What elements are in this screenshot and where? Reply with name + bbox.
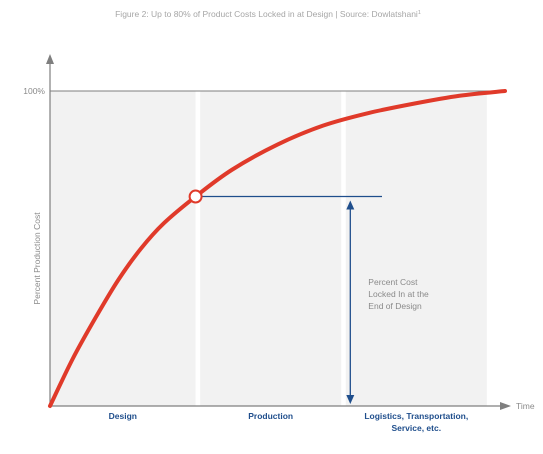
annotation-text-line: Percent Cost — [368, 277, 418, 287]
x-axis-arrowhead — [500, 402, 511, 410]
annotation-arrowhead-down — [346, 395, 355, 404]
end-of-design-point — [188, 189, 203, 204]
phase-panel — [200, 91, 342, 406]
phase-panels — [50, 91, 487, 406]
y-tick-label: 100% — [23, 86, 45, 96]
x-axis-label: Time — [516, 401, 535, 411]
figure-caption: Figure 2: Up to 80% of Product Costs Loc… — [115, 9, 421, 19]
y-axis-label: Percent Production Cost — [32, 212, 42, 305]
phase-label: Design — [109, 411, 137, 421]
annotation-text: Percent Cost Locked In at the End of Desig… — [368, 277, 429, 311]
y-tick-labels: 100% — [23, 86, 45, 96]
phase-label: Production — [248, 411, 293, 421]
cost-locked-in-curve — [48, 89, 507, 408]
phase-panel — [345, 91, 487, 406]
y-axis-arrowhead — [46, 54, 54, 64]
annotation-text-line: Locked In at the — [368, 289, 429, 299]
phase-labels: Design Production Logistics, Transportatio… — [109, 411, 469, 433]
phase-label: Logistics, Transportation, Service, etc. — [364, 411, 468, 433]
annotation-text-line: End of Design — [368, 301, 422, 311]
annotation-arrowhead-up — [346, 200, 355, 210]
